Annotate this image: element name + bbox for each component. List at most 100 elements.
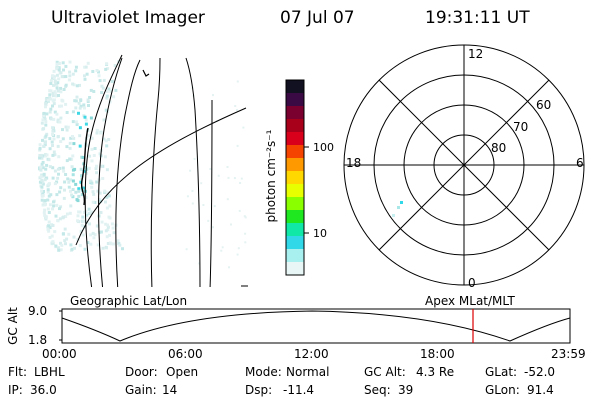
colorbar-stripe: [286, 262, 304, 276]
aurora-pixel: [90, 210, 94, 214]
aurora-pixel: [74, 182, 78, 186]
aurora-pixel: [86, 61, 90, 65]
footer-filter-value: LBHL: [34, 365, 65, 379]
aurora-pixel: [42, 174, 46, 178]
aurora-pixel: [100, 220, 104, 224]
aurora-pixel: [91, 200, 95, 204]
aurora-pixel: [78, 134, 82, 138]
aurora-pixel: [106, 191, 110, 195]
aurora-pixel: [91, 190, 95, 194]
aurora-pixel: [87, 104, 90, 107]
colorbar: [286, 80, 304, 276]
aurora-pixel: [118, 243, 122, 247]
aurora-pixel: [68, 60, 72, 64]
aurora-pixel: [59, 140, 63, 143]
aurora-pixel: [42, 211, 46, 215]
aurora-pixel: [84, 165, 88, 169]
aurora-pixel: [108, 216, 112, 220]
aurora-pixel: [77, 194, 81, 198]
aurora-pixel: [64, 215, 68, 218]
aurora-pixel: [95, 128, 99, 132]
lat-label-60: 60: [536, 98, 552, 112]
aurora-pixel: [65, 212, 69, 216]
aurora-pixel: [42, 111, 46, 115]
aurora-pixel: [40, 156, 44, 160]
aurora-pixel: [112, 95, 116, 99]
colorbar-stripe: [286, 210, 304, 224]
aurora-pixel: [102, 78, 106, 82]
aurora-pixel: [71, 168, 75, 172]
aurora-pixel: [112, 231, 116, 235]
aurora-pixel: [72, 142, 76, 146]
aurora-pixel: [62, 169, 66, 173]
aurora-pixel: [240, 177, 243, 180]
aurora-pixel: [88, 154, 92, 158]
aurora-pixel: [56, 246, 60, 250]
aurora-pixel: [61, 137, 65, 141]
aurora-pixel: [227, 176, 230, 179]
aurora-pixel: [105, 62, 109, 66]
aurora-pixel: [71, 173, 75, 177]
aurora-pixel: [68, 74, 72, 78]
aurora-pixel: [48, 137, 52, 141]
aurora-pixel: [92, 192, 96, 196]
aurora-pixel: [43, 213, 47, 217]
aurora-pixel: [121, 247, 124, 251]
aurora-pixel: [101, 86, 105, 90]
aurora-pixel: [86, 241, 90, 244]
aurora-pixel: [46, 190, 50, 194]
aurora-pixel: [101, 177, 105, 180]
aurora-pixel: [107, 194, 111, 198]
aurora-pixel: [108, 233, 111, 237]
aurora-pixel: [71, 82, 75, 86]
aurora-pixel: [104, 67, 108, 71]
meridian-line-6: [209, 99, 213, 287]
aurora-pixel: [44, 98, 48, 102]
aurora-pixel: [101, 131, 104, 135]
aurora-pixel: [53, 92, 57, 96]
aurora-pixel: [60, 243, 64, 247]
aurora-pixel: [63, 188, 66, 192]
colorbar-label-10: 10: [313, 227, 327, 240]
aurora-pixel: [63, 239, 67, 243]
aurora-pixel: [57, 94, 60, 97]
aurora-pixel: [80, 193, 84, 197]
aurora-pixel: [46, 227, 50, 231]
aurora-pixel: [55, 84, 59, 88]
aurora-pixel: [90, 136, 94, 140]
aurora-pixel: [51, 207, 54, 211]
aurora-pixel: [54, 214, 58, 218]
aurora-pixel: [46, 198, 50, 202]
aurora-pixel: [68, 146, 72, 150]
aurora-pixel: [87, 207, 91, 211]
apex-panel-label: Apex MLat/MLT: [425, 294, 515, 308]
aurora-pixel: [116, 239, 120, 243]
aurora-pixel: [62, 88, 66, 91]
aurora-pixel: [111, 242, 115, 246]
colorbar-stripe: [286, 223, 304, 237]
aurora-pixels: [38, 60, 247, 269]
aurora-pixel: [52, 102, 56, 106]
aurora-pixel: [75, 84, 79, 88]
aurora-pixel: [65, 159, 69, 163]
aurora-pixel: [40, 162, 44, 166]
aurora-pixel: [47, 224, 51, 228]
aurora-pixel: [198, 262, 201, 265]
aurora-pixel: [64, 75, 68, 78]
aurora-pixel: [99, 131, 103, 135]
aurora-pixel: [40, 194, 44, 198]
aurora-pixel: [95, 171, 99, 175]
aurora-pixel: [185, 248, 188, 251]
aurora-pixel: [78, 144, 82, 148]
aurora-pixel: [93, 201, 97, 204]
aurora-pixel: [83, 74, 86, 78]
aurora-pixel: [102, 137, 106, 141]
aurora-pixel: [217, 174, 220, 177]
aurora-pixel: [59, 186, 63, 190]
aurora-pixel: [48, 110, 52, 114]
aurora-pixel: [89, 242, 93, 246]
aurora-pixel: [84, 118, 88, 122]
aurora-pixel: [95, 224, 99, 228]
aurora-pixel: [48, 203, 52, 207]
aurora-pixel: [71, 110, 75, 114]
